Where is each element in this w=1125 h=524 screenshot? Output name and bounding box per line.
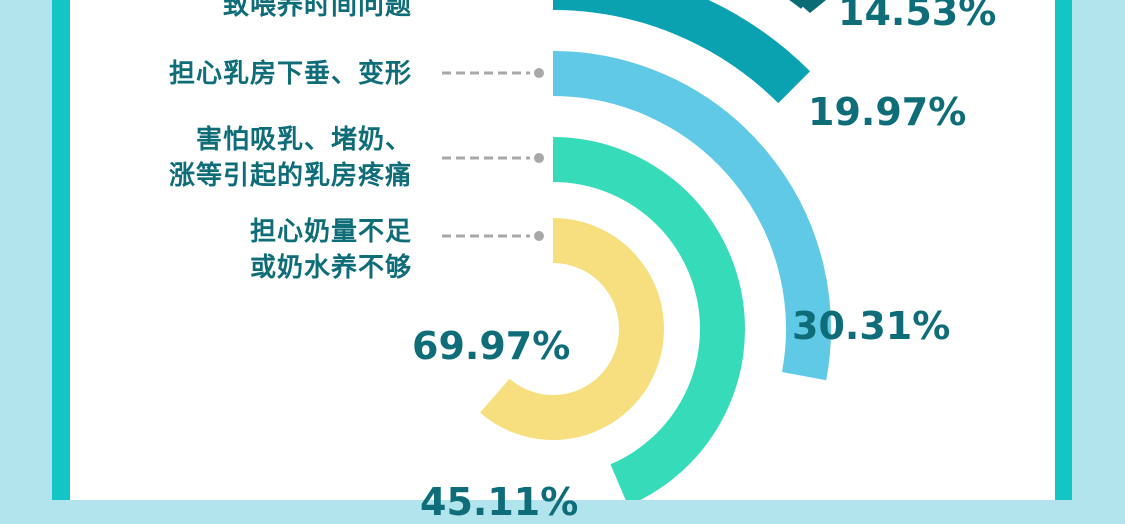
category-label-pain: 害怕吸乳、堵奶、 涨等引起的乳房疼痛 — [168, 125, 412, 191]
radial-bar-chart — [442, 0, 831, 500]
value-label-19-97: 19.97% — [808, 90, 967, 134]
value-label-30-31: 30.31% — [792, 304, 951, 348]
value-label-45-11: 45.11% — [420, 480, 579, 524]
arc-bar-4 — [480, 218, 664, 440]
arc-bar-1 — [552, 0, 811, 104]
category-label-milk-supply: 担心奶量不足 或奶水养不够 — [249, 217, 412, 283]
leader-dot-3 — [534, 153, 544, 163]
arc-bar-3 — [552, 137, 745, 500]
category-label-sagging: 担心乳房下垂、变形 — [168, 59, 412, 89]
pointer-triangle — [795, 0, 826, 13]
arc-bar-2 — [552, 51, 831, 381]
value-label-69-97: 69.97% — [412, 324, 571, 368]
leader-dot-2 — [534, 68, 544, 78]
value-label-14-53: 14.53% — [838, 0, 997, 34]
leader-dot-4 — [534, 231, 544, 241]
category-label-feeding-time: 致喂养时间问题 — [222, 0, 412, 21]
